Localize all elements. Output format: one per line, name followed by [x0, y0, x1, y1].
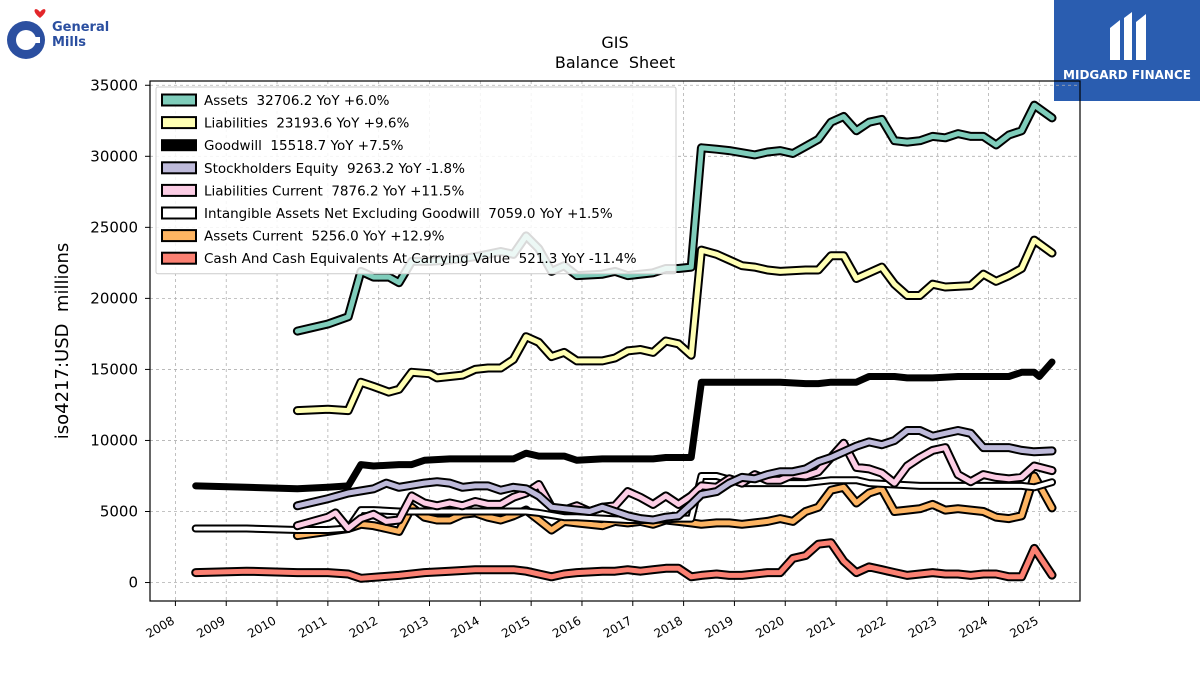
legend-label: Assets Current 5256.0 YoY +12.9%	[204, 229, 445, 245]
y-tick-label: 5000	[100, 502, 138, 520]
x-tick-label: 2022	[855, 613, 888, 640]
legend-item: Assets 32706.2 YoY +6.0%	[161, 93, 390, 109]
x-tick-label: 2014	[448, 613, 481, 640]
legend-swatch	[161, 229, 197, 243]
y-axis-label: iso4217:USD millions	[52, 243, 73, 440]
legend-label: Intangible Assets Net Excluding Goodwill…	[204, 206, 613, 222]
x-tick-label: 2010	[245, 613, 278, 640]
series-2	[192, 358, 1056, 493]
series-4	[292, 438, 1057, 533]
x-tick-label: 2025	[1007, 613, 1040, 640]
legend-swatch	[161, 206, 197, 220]
x-tick-label: 2019	[702, 613, 735, 640]
legend-swatch	[161, 251, 197, 265]
legend-label: Liabilities 23193.6 YoY +9.6%	[204, 116, 409, 132]
series-line	[294, 440, 1055, 531]
series-line	[193, 540, 1055, 581]
x-tick-label: 2018	[652, 613, 685, 640]
legend-label: Assets 32706.2 YoY +6.0%	[204, 93, 390, 109]
legend-label: Stockholders Equity 9263.2 YoY -1.8%	[204, 161, 465, 177]
x-tick-label: 2020	[753, 613, 786, 640]
legend-item: Stockholders Equity 9263.2 YoY -1.8%	[161, 161, 465, 177]
legend-swatch	[161, 161, 197, 175]
series-3	[292, 426, 1057, 525]
legend-label: Goodwill 15518.7 YoY +7.5%	[204, 138, 404, 154]
legend: Assets 32706.2 YoY +6.0% Liabilities 2319…	[155, 86, 677, 275]
general-mills-wordmark: General Mills	[52, 20, 109, 50]
series-layer	[191, 100, 1057, 583]
y-tick-label: 30000	[90, 147, 138, 165]
midgard-finance-wordmark: MIDGARD FINANCE	[1063, 68, 1191, 82]
general-mills-logo: General Mills	[4, 4, 124, 68]
series-line	[294, 473, 1055, 539]
x-tick-label: 2017	[601, 613, 634, 640]
x-tick-label: 2024	[957, 613, 990, 640]
y-tick-label: 0	[128, 574, 138, 592]
series-7	[191, 538, 1057, 583]
legend-label: Cash And Cash Equivalents At Carrying Va…	[204, 251, 637, 267]
legend-item: Liabilities Current 7876.2 YoY +11.5%	[161, 183, 464, 199]
legend-swatch	[161, 93, 197, 107]
logo-line-2: Mills	[52, 35, 87, 50]
x-tick-label: 2011	[296, 613, 329, 640]
legend-item: Liabilities 23193.6 YoY +9.6%	[161, 116, 409, 132]
midgard-finance-logo: MIDGARD FINANCE	[1054, 0, 1200, 101]
x-tick-label: 2008	[143, 613, 176, 640]
plot-frame	[149, 80, 1081, 602]
legend-item: Assets Current 5256.0 YoY +12.9%	[161, 229, 445, 245]
legend-swatch	[161, 183, 197, 197]
y-tick-label: 35000	[90, 76, 138, 94]
chart-subtitle: Balance Sheet	[555, 53, 675, 72]
x-tick-label: 2012	[347, 613, 380, 640]
x-tick-label: 2015	[499, 613, 532, 640]
series-6	[292, 471, 1057, 541]
x-axis: 2008 2009 2010 2011 2012 2013 2014 2015 2016 2017…	[143, 601, 1041, 641]
x-tick-label: 2009	[194, 613, 227, 640]
x-tick-label: 2013	[398, 613, 431, 640]
midgard-emblem-icon	[1110, 12, 1146, 60]
general-mills-g-icon	[7, 9, 46, 59]
legend-swatch	[161, 139, 197, 152]
x-tick-label: 2016	[550, 613, 583, 640]
y-axis: 0 5000 10000 15000 20000 25000 30000 35000	[90, 76, 150, 592]
logo-line-1: General	[52, 20, 110, 35]
series-line	[294, 237, 1055, 414]
y-tick-label: 10000	[90, 431, 138, 449]
legend-item: Cash And Cash Equivalents At Carrying Va…	[161, 251, 637, 267]
series-line	[294, 428, 1055, 523]
chart-title: GIS	[601, 33, 628, 52]
y-tick-label: 20000	[90, 289, 138, 307]
legend-item: Goodwill 15518.7 YoY +7.5%	[161, 138, 404, 154]
x-tick-label: 2021	[804, 613, 837, 640]
y-tick-label: 15000	[90, 360, 138, 378]
legend-box	[155, 86, 677, 275]
series-1	[292, 235, 1057, 416]
legend-label: Liabilities Current 7876.2 YoY +11.5%	[204, 183, 464, 199]
y-tick-label: 25000	[90, 218, 138, 236]
x-tick-label: 2023	[906, 613, 939, 640]
legend-swatch	[161, 116, 197, 130]
legend-item: Intangible Assets Net Excluding Goodwill…	[161, 206, 613, 222]
series-line	[192, 358, 1056, 493]
